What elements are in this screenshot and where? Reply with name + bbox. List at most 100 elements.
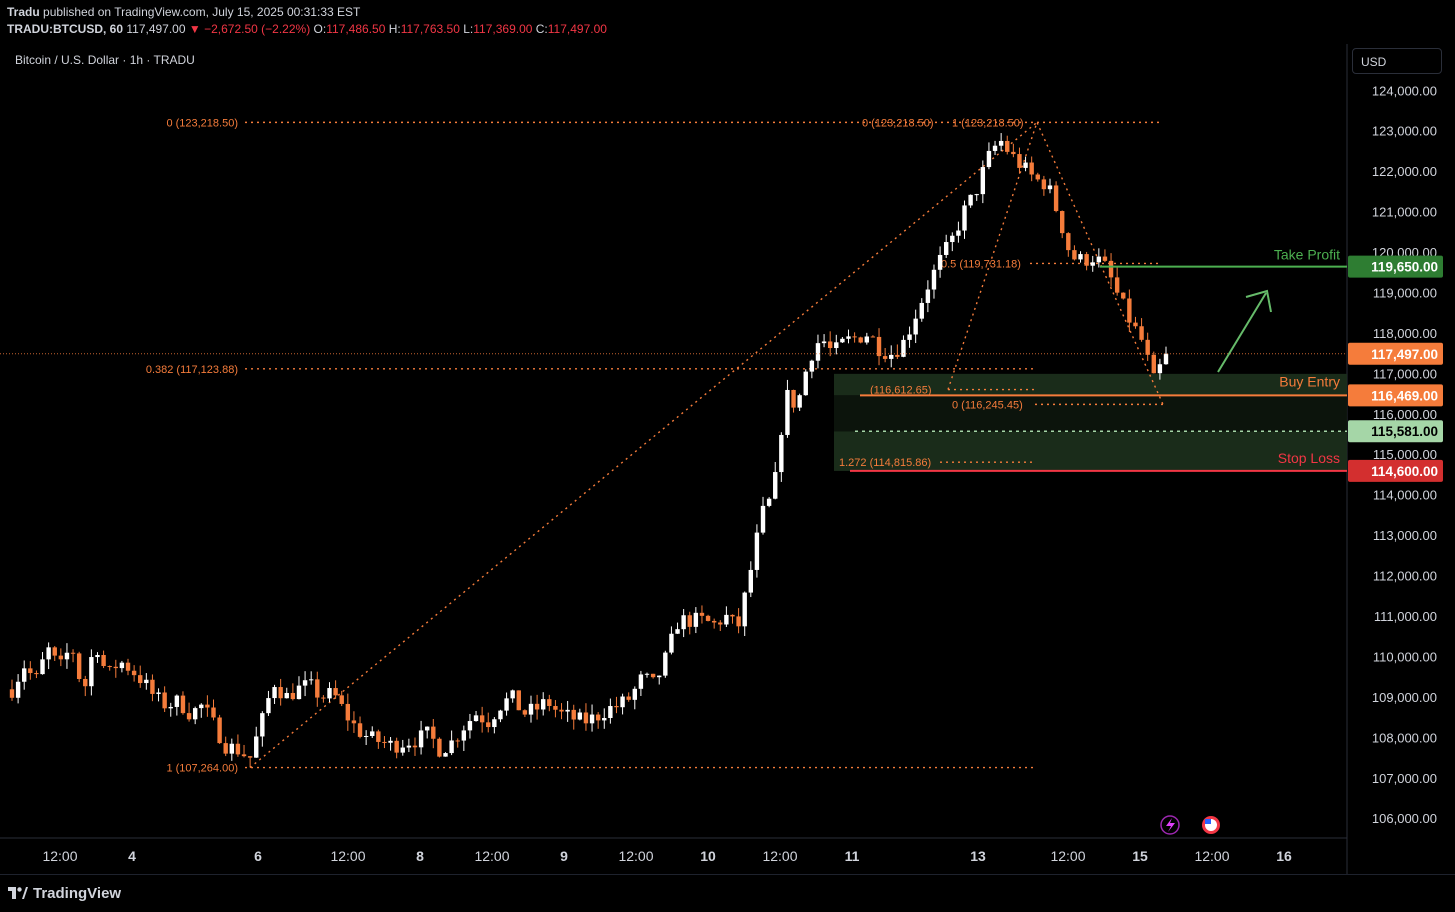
candle-body: [730, 614, 735, 617]
candle-body: [803, 371, 808, 396]
fib-trendline: [249, 121, 1038, 769]
stop-loss-price-tag: 114,600.00: [1371, 464, 1438, 479]
open-label: O:: [313, 22, 327, 36]
last-price-tag-bg: [1348, 342, 1443, 365]
candle-body: [809, 360, 815, 372]
candle-body: [28, 668, 33, 674]
tradingview-logo[interactable]: TradingView: [8, 885, 121, 902]
candle-body: [1133, 322, 1138, 327]
candle-body: [724, 614, 729, 625]
candle-body: [443, 753, 448, 757]
buy-entry-price-tag: 116,469.00: [1371, 388, 1438, 403]
candle-body: [394, 740, 399, 753]
publish-text: published on TradingView.com, July 15, 2…: [43, 5, 361, 19]
candle-body: [821, 341, 827, 344]
candle-body: [388, 740, 393, 743]
candle-body: [840, 338, 845, 343]
price-tick-label: 113,000.00: [1373, 528, 1437, 543]
candle-body: [461, 730, 467, 741]
time-tick-label: 4: [128, 848, 136, 864]
currency-selector[interactable]: USD: [1352, 48, 1442, 74]
candle-body: [553, 706, 558, 710]
time-tick-label: 15: [1132, 848, 1148, 864]
price-tick-label: 124,000.00: [1372, 83, 1437, 98]
candle-body: [1145, 339, 1150, 355]
candle-body: [1090, 262, 1095, 266]
candle-body: [138, 675, 143, 684]
candle-body: [492, 719, 497, 728]
candle-body: [943, 242, 949, 255]
candle-body: [418, 730, 424, 748]
candle-body: [773, 472, 778, 499]
candle-body: [34, 673, 39, 675]
event-icon: [1160, 815, 1180, 835]
candle-body: [797, 395, 802, 408]
candle-body: [589, 714, 595, 724]
candle-body: [1163, 353, 1169, 365]
mid-level-price-tag-bg: [1348, 420, 1443, 443]
price-tick-label: 119,000.00: [1373, 285, 1437, 300]
tradingview-brand: TradingView: [33, 885, 122, 902]
candle-body: [9, 689, 15, 698]
candle-body: [950, 235, 955, 243]
candle-body: [602, 717, 607, 721]
candle-body: [315, 679, 320, 698]
candle-body: [382, 741, 387, 743]
stop-zone: [834, 431, 1347, 471]
fib3-label-a: (116,612.65): [870, 385, 932, 397]
candle-body: [272, 687, 277, 699]
price-tick-label: 123,000.00: [1372, 124, 1437, 139]
candle-body: [473, 715, 479, 722]
target-arrowhead-icon: [1245, 289, 1272, 313]
candle-body: [998, 140, 1004, 146]
candle-body: [235, 743, 241, 755]
candle-body: [168, 706, 173, 709]
candle-body: [901, 339, 906, 357]
price-chart[interactable]: 0 (123,218.50) 0.382 (117,123.88) 1 (107,2…: [0, 0, 1455, 874]
candle-body: [675, 629, 680, 634]
candle-body: [101, 655, 106, 667]
fib-label-1: 1 (107,264.00): [166, 763, 238, 775]
candle-body: [290, 692, 296, 700]
candle-body: [22, 668, 27, 682]
candle-body: [327, 688, 332, 699]
time-tick-label: 12:00: [1050, 848, 1085, 864]
candle-body: [925, 289, 931, 303]
symbol-label[interactable]: TRADU:BTCUSD, 60: [7, 22, 124, 36]
candle-body: [1023, 162, 1028, 168]
publisher-name[interactable]: Tradu: [7, 5, 40, 19]
candle-body: [687, 615, 692, 627]
candle-body: [962, 205, 967, 231]
candle-body: [431, 726, 436, 739]
pane-title: Bitcoin / U.S. Dollar · 1h · TRADU: [15, 53, 195, 67]
candle-body: [1151, 354, 1156, 374]
candle-body: [1108, 260, 1114, 278]
candle-body: [254, 736, 259, 758]
candle-body: [693, 612, 699, 627]
candle-body: [644, 673, 650, 675]
candle-body: [64, 652, 70, 660]
candle-body: [522, 710, 528, 715]
candle-body: [333, 688, 338, 696]
candle-body: [125, 662, 131, 671]
candle-body: [156, 692, 161, 694]
time-tick-label: 12:00: [42, 848, 77, 864]
candle-body: [791, 389, 796, 408]
candle-body: [260, 713, 265, 737]
candle-body: [870, 336, 876, 338]
candle-body: [827, 341, 833, 349]
candle-body: [424, 726, 430, 731]
candle-body: [58, 655, 64, 660]
candle-body: [583, 712, 589, 724]
candle-body: [162, 692, 167, 709]
take-profit-price-tag-bg: [1348, 255, 1443, 278]
candle-body: [229, 743, 235, 754]
candle-body: [785, 389, 790, 435]
candle-body: [1084, 254, 1089, 266]
candle-body: [705, 615, 711, 621]
time-tick-label: 6: [254, 848, 262, 864]
price-tick-label: 115,000.00: [1373, 447, 1437, 462]
fib2-label-05: 0.5 (119,731.18): [941, 258, 1021, 270]
candle-body: [119, 662, 125, 669]
candle-body: [266, 698, 271, 714]
